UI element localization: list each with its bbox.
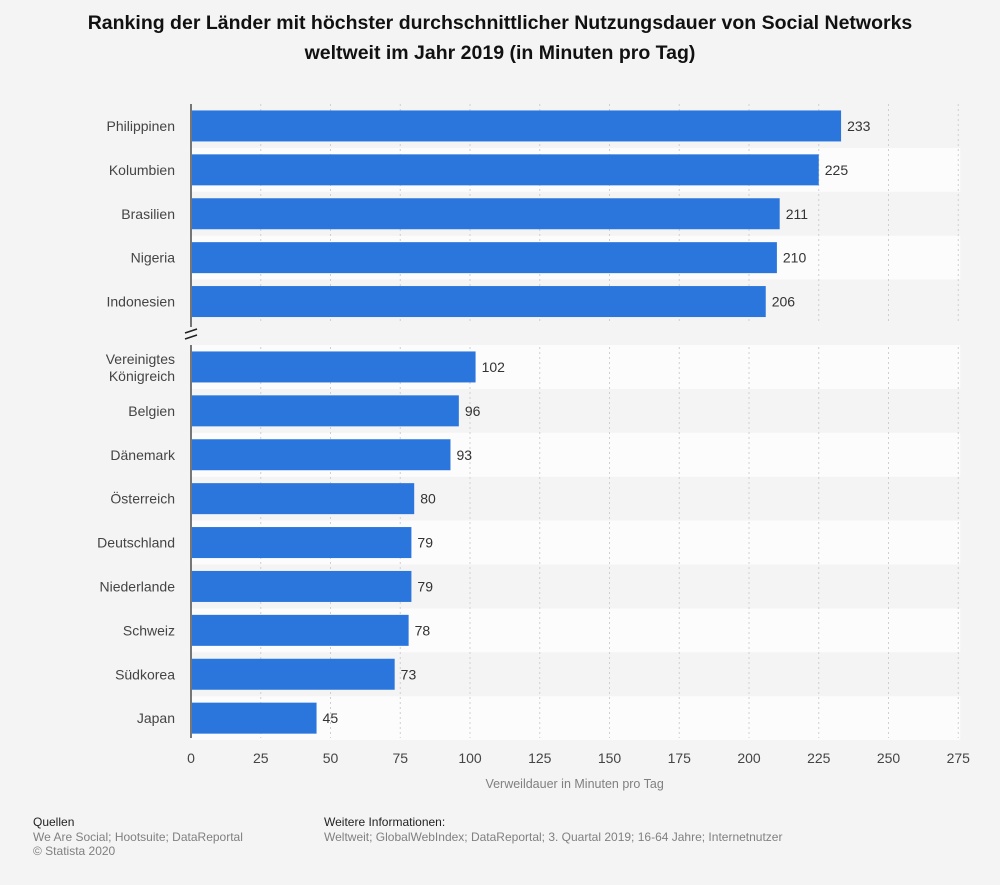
bar: [192, 110, 842, 142]
category-label: Brasilien: [121, 206, 175, 222]
value-label: 45: [323, 710, 339, 726]
bar: [192, 286, 766, 318]
bar: [192, 395, 459, 427]
x-tick-label: 150: [598, 750, 622, 766]
category-label: Nigeria: [131, 250, 176, 266]
bar: [192, 242, 777, 274]
value-label: 233: [847, 118, 871, 134]
category-label: Japan: [137, 710, 175, 726]
x-tick-label: 175: [668, 750, 692, 766]
sources-block: Quellen We Are Social; Hootsuite; DataRe…: [33, 815, 243, 859]
bar: [192, 658, 395, 690]
value-label: 78: [415, 622, 431, 638]
x-tick-label: 100: [458, 750, 482, 766]
value-label: 93: [456, 447, 472, 463]
category-label: Dänemark: [110, 447, 176, 463]
category-label: Belgien: [128, 403, 175, 419]
category-label: Vereinigtes Königreich: [106, 351, 175, 384]
value-label: 80: [420, 491, 436, 507]
value-label: 206: [772, 294, 796, 310]
value-label: 102: [482, 359, 506, 375]
axis-break-mark: [184, 328, 198, 334]
row-band: [191, 696, 961, 741]
x-tick-label: 50: [323, 750, 339, 766]
category-label: Indonesien: [106, 294, 175, 310]
info-heading: Weitere Informationen:: [324, 815, 446, 829]
info-text: Weltweit; GlobalWebIndex; DataReportal; …: [324, 829, 783, 844]
value-label: 210: [783, 250, 807, 266]
category-label: Südkorea: [115, 666, 175, 682]
bar: [192, 439, 451, 471]
category-label: Niederlande: [100, 578, 176, 594]
value-label: 79: [417, 578, 433, 594]
category-label: Philippinen: [107, 118, 176, 134]
value-label: 225: [825, 162, 849, 178]
bar: [192, 570, 412, 602]
bar: [192, 483, 415, 515]
category-label: Kolumbien: [109, 162, 175, 178]
x-tick-label: 0: [187, 750, 195, 766]
bar: [192, 351, 476, 383]
copyright-text: © Statista 2020: [33, 844, 116, 858]
value-label: 96: [465, 403, 481, 419]
bar: [192, 702, 317, 734]
category-label: Österreich: [110, 490, 175, 507]
sources-heading: Quellen: [33, 815, 75, 829]
category-label: Deutschland: [97, 535, 175, 551]
category-label: Schweiz: [123, 622, 175, 638]
x-tick-label: 25: [253, 750, 269, 766]
x-tick-label: 75: [392, 750, 408, 766]
bar: [192, 198, 780, 230]
value-label: 73: [401, 666, 417, 682]
x-axis-label: Verweildauer in Minuten pro Tag: [485, 777, 663, 791]
x-tick-label: 225: [807, 750, 831, 766]
bar: [192, 614, 409, 646]
x-tick-label: 125: [528, 750, 552, 766]
x-tick-label: 275: [947, 750, 971, 766]
x-tick-label: 200: [737, 750, 761, 766]
bar: [192, 527, 412, 559]
value-label: 211: [786, 206, 809, 222]
axis-break-mark: [184, 334, 198, 340]
bar: [192, 154, 819, 186]
x-tick-label: 250: [877, 750, 901, 766]
chart-title: Ranking der Länder mit höchster durchsch…: [87, 12, 913, 64]
sources-text: We Are Social; Hootsuite; DataReportal: [33, 829, 243, 844]
info-block: Weitere Informationen: Weltweit; GlobalW…: [324, 815, 782, 844]
value-label: 79: [417, 535, 433, 551]
